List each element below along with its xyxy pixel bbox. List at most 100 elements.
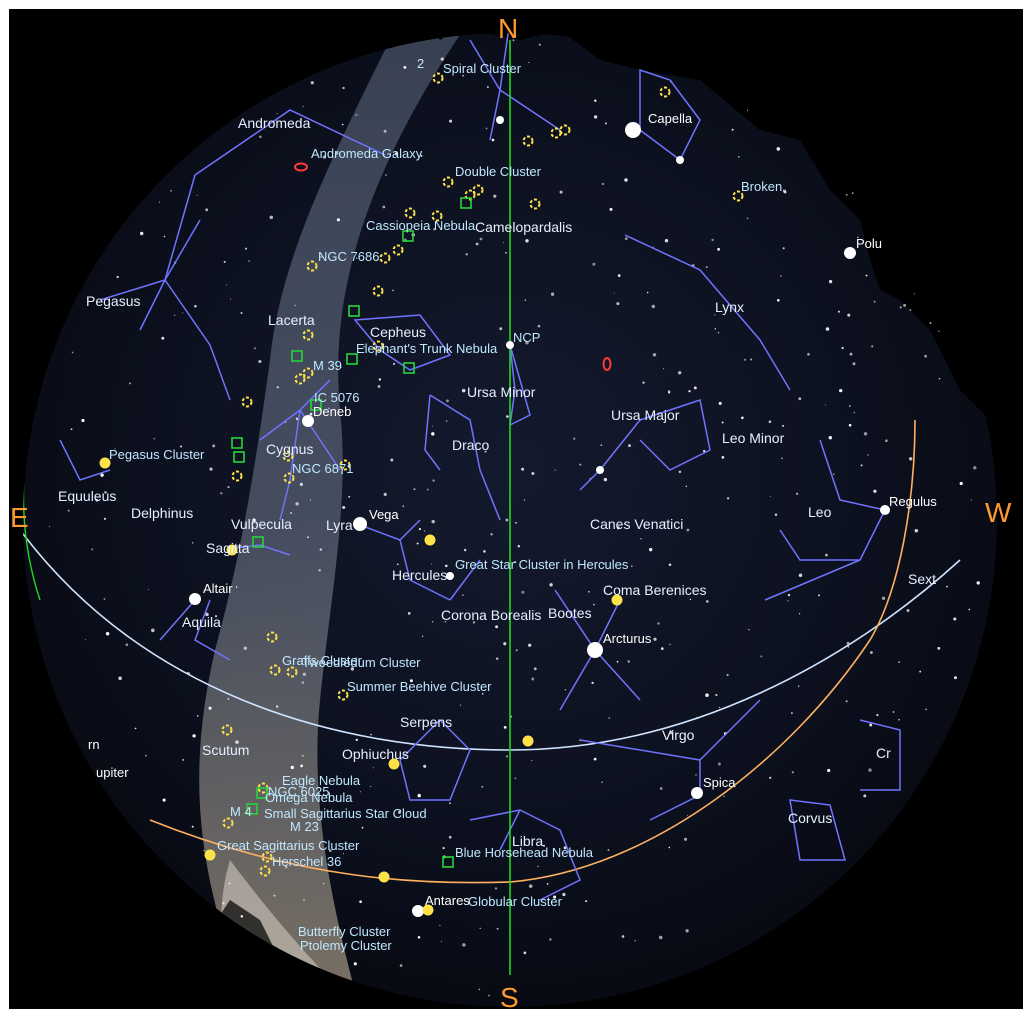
star-polu[interactable]	[844, 247, 856, 259]
cluster-marker[interactable]	[372, 285, 384, 297]
label-cr[interactable]: Cr	[876, 745, 891, 761]
bright-object-marker[interactable]	[99, 457, 111, 469]
nebula-marker[interactable]	[256, 787, 268, 799]
cluster-marker[interactable]	[337, 689, 349, 701]
label-globular-cluster[interactable]: Globular Cluster	[468, 894, 563, 909]
cluster-marker[interactable]	[431, 210, 443, 222]
bright-object-marker[interactable]	[422, 904, 434, 916]
cluster-marker[interactable]	[294, 373, 306, 385]
bright-object-marker[interactable]	[378, 871, 390, 883]
label-ursa-minor[interactable]: Ursa Minor	[467, 384, 536, 400]
cluster-marker[interactable]	[442, 176, 454, 188]
bright-object-marker[interactable]	[424, 534, 436, 546]
cluster-marker[interactable]	[261, 851, 273, 863]
cluster-marker[interactable]	[266, 631, 278, 643]
label-scutum[interactable]: Scutum	[202, 742, 249, 758]
label-ic5076[interactable]: IC 5076	[314, 390, 360, 405]
label-graffs-cluster[interactable]: Graffs Cluster	[282, 653, 363, 668]
compass-east[interactable]: E	[10, 502, 29, 533]
compass-north[interactable]: N	[498, 13, 518, 44]
label-polu[interactable]: Polu	[856, 236, 882, 251]
cluster-marker[interactable]	[372, 340, 384, 352]
cluster-marker[interactable]	[659, 86, 671, 98]
cluster-marker[interactable]	[282, 450, 294, 462]
label-arcturus[interactable]: Arcturus	[603, 631, 652, 646]
label-altair[interactable]: Altair	[203, 581, 233, 596]
label-corvus[interactable]: Corvus	[788, 810, 832, 826]
label-canes-venatici[interactable]: Canes Venatici	[590, 516, 683, 532]
label-omega-nebula[interactable]: Omega Nebula	[265, 790, 353, 805]
nebula-marker[interactable]	[460, 197, 472, 209]
cluster-marker[interactable]	[559, 124, 571, 136]
label-summer-beehive[interactable]: Summer Beehive Cluster	[347, 679, 492, 694]
star-arcturus[interactable]	[587, 642, 603, 658]
label-camelopardalis[interactable]: Camelopardalis	[475, 219, 572, 235]
star-polaris[interactable]	[506, 341, 514, 349]
label-regulus[interactable]: Regulus	[889, 494, 937, 509]
label-bootes[interactable]: Bootes	[548, 605, 592, 621]
nebula-marker[interactable]	[348, 305, 360, 317]
label-m4[interactable]: M 4	[230, 804, 252, 819]
label-saturn[interactable]: rn	[88, 737, 100, 752]
label-spica[interactable]: Spica	[703, 775, 736, 790]
cluster-marker[interactable]	[404, 207, 416, 219]
label-2[interactable]: 2	[417, 56, 424, 71]
label-vega[interactable]: Vega	[369, 507, 399, 522]
cluster-marker[interactable]	[529, 198, 541, 210]
label-broken[interactable]: Broken	[741, 179, 782, 194]
label-leo[interactable]: Leo	[808, 504, 832, 520]
galaxy-marker[interactable]	[602, 357, 612, 371]
star-altair[interactable]	[189, 593, 201, 605]
nebula-marker[interactable]	[231, 437, 243, 449]
label-lynx[interactable]: Lynx	[715, 299, 744, 315]
label-elephants-trunk[interactable]: Elephant's Trunk Nebula	[356, 341, 498, 356]
label-cepheus[interactable]: Cepheus	[370, 324, 426, 340]
label-eagle-nebula[interactable]: Eagle Nebula	[282, 773, 361, 788]
label-double-cluster[interactable]: Double Cluster	[455, 164, 542, 179]
nebula-marker[interactable]	[291, 350, 303, 362]
cluster-marker[interactable]	[269, 664, 281, 676]
label-herschel-36[interactable]: Herschel 36	[272, 854, 341, 869]
cluster-marker[interactable]	[392, 244, 404, 256]
cluster-marker[interactable]	[259, 865, 271, 877]
label-antares[interactable]: Antares	[425, 893, 470, 908]
nebula-marker[interactable]	[403, 362, 415, 374]
cluster-marker[interactable]	[472, 184, 484, 196]
label-small-sag-star-cloud[interactable]: Small Sagittarius Star Cloud	[264, 806, 427, 821]
label-lacerta[interactable]: Lacerta	[268, 312, 315, 328]
label-blue-horsehead[interactable]: Blue Horsehead Nebula	[455, 845, 594, 860]
bright-object-marker[interactable]	[611, 594, 623, 606]
label-lyra[interactable]: Lyra	[326, 517, 353, 533]
label-capella[interactable]: Capella	[648, 111, 693, 126]
label-corona-borealis[interactable]: Corona Borealis	[441, 607, 541, 623]
cluster-marker[interactable]	[302, 367, 314, 379]
andromeda-galaxy-marker[interactable]	[294, 162, 308, 172]
cluster-marker[interactable]	[522, 135, 534, 147]
cluster-marker[interactable]	[302, 329, 314, 341]
nebula-marker[interactable]	[246, 803, 258, 815]
compass-south[interactable]: S	[500, 982, 519, 1013]
label-great-star-cluster[interactable]: Great Star Cluster in Hercules	[455, 557, 629, 572]
label-cassiopeia-nebula[interactable]: Cassiopeia Nebula	[366, 218, 476, 233]
label-jupiter[interactable]: upiter	[96, 765, 129, 780]
label-ngc6871[interactable]: NGC 6871	[292, 461, 353, 476]
nebula-marker[interactable]	[252, 536, 264, 548]
label-hercules[interactable]: Hercules	[392, 567, 447, 583]
cluster-marker[interactable]	[222, 817, 234, 829]
cluster-marker[interactable]	[306, 260, 318, 272]
label-m39[interactable]: M 39	[313, 358, 342, 373]
nebula-marker[interactable]	[233, 451, 245, 463]
compass-west[interactable]: W	[985, 497, 1012, 528]
bright-object-marker[interactable]	[522, 735, 534, 747]
label-delphinus[interactable]: Delphinus	[131, 505, 193, 521]
cluster-marker[interactable]	[432, 72, 444, 84]
bright-object-marker[interactable]	[226, 544, 238, 556]
label-tweedledum[interactable]: Tweedledum Cluster	[302, 655, 421, 670]
cluster-marker[interactable]	[732, 190, 744, 202]
label-andromeda-galaxy[interactable]: Andromeda Galaxy	[311, 146, 423, 161]
cluster-marker[interactable]	[241, 396, 253, 408]
star-vega[interactable]	[353, 517, 367, 531]
bright-object-marker[interactable]	[388, 758, 400, 770]
label-libra[interactable]: Libra	[512, 833, 543, 849]
